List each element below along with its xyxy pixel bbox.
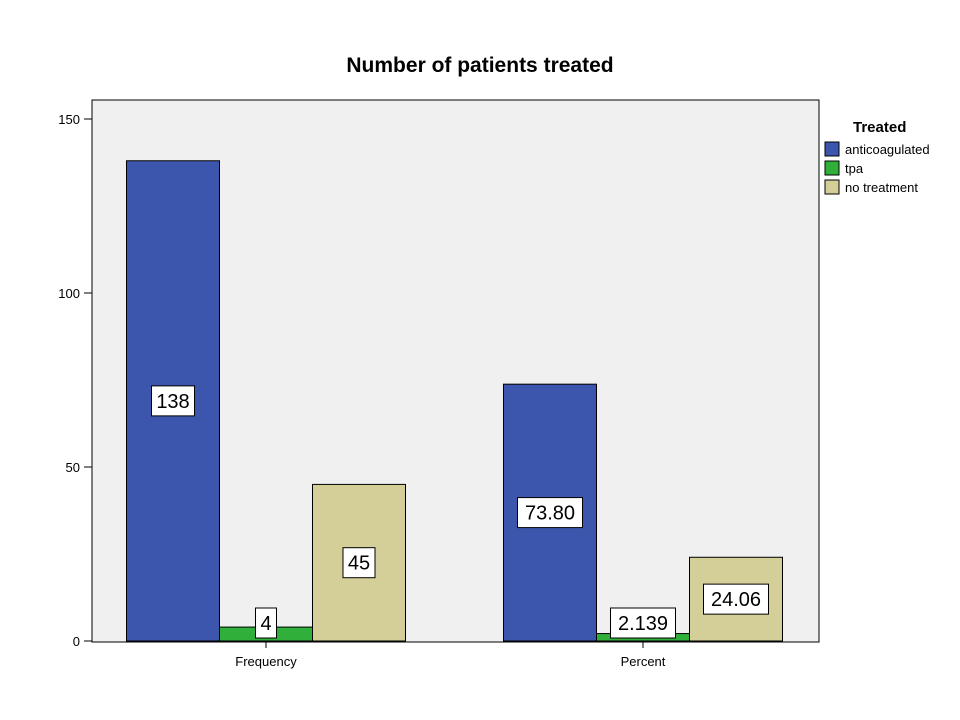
legend-label: anticoagulated <box>845 142 930 157</box>
data-label: 138 <box>151 385 195 417</box>
data-label-text: 24.06 <box>711 589 761 611</box>
data-label-text: 2.139 <box>618 613 668 635</box>
data-label-text: 45 <box>348 553 370 575</box>
x-tick-label: Frequency <box>235 654 297 669</box>
legend: Treated anticoagulated tpa no treatment <box>824 119 930 195</box>
legend-label: no treatment <box>845 180 918 195</box>
x-tick-label: Percent <box>621 654 666 669</box>
data-label: 4 <box>255 607 277 639</box>
data-label-box <box>610 607 676 639</box>
legend-swatch <box>824 141 840 157</box>
legend-swatch <box>824 160 840 176</box>
legend-swatch <box>824 179 840 195</box>
data-label-box <box>255 607 277 639</box>
y-tick-label: 0 <box>73 634 80 649</box>
data-label-text: 73.80 <box>525 503 575 525</box>
data-labels: 138 4 45 73.80 2.139 24.06 <box>151 385 769 639</box>
data-label: 73.80 <box>517 497 583 529</box>
legend-label: tpa <box>845 161 864 176</box>
y-tick-label: 50 <box>66 460 80 475</box>
data-label-box <box>151 385 195 417</box>
data-label-text: 138 <box>156 391 189 413</box>
data-label: 24.06 <box>703 583 769 615</box>
data-label-text: 4 <box>260 613 271 635</box>
data-label: 2.139 <box>610 607 676 639</box>
data-label-box <box>703 583 769 615</box>
x-axis: Frequency Percent <box>235 642 666 669</box>
y-tick-label: 150 <box>58 112 80 127</box>
data-label: 45 <box>342 547 376 579</box>
chart-title: Number of patients treated <box>346 54 613 77</box>
legend-items: anticoagulated tpa no treatment <box>824 141 930 195</box>
y-tick-label: 100 <box>58 286 80 301</box>
legend-title: Treated <box>853 119 906 136</box>
data-label-box <box>342 547 376 579</box>
y-axis: 0 50 100 150 <box>58 112 92 649</box>
data-label-box <box>517 497 583 529</box>
